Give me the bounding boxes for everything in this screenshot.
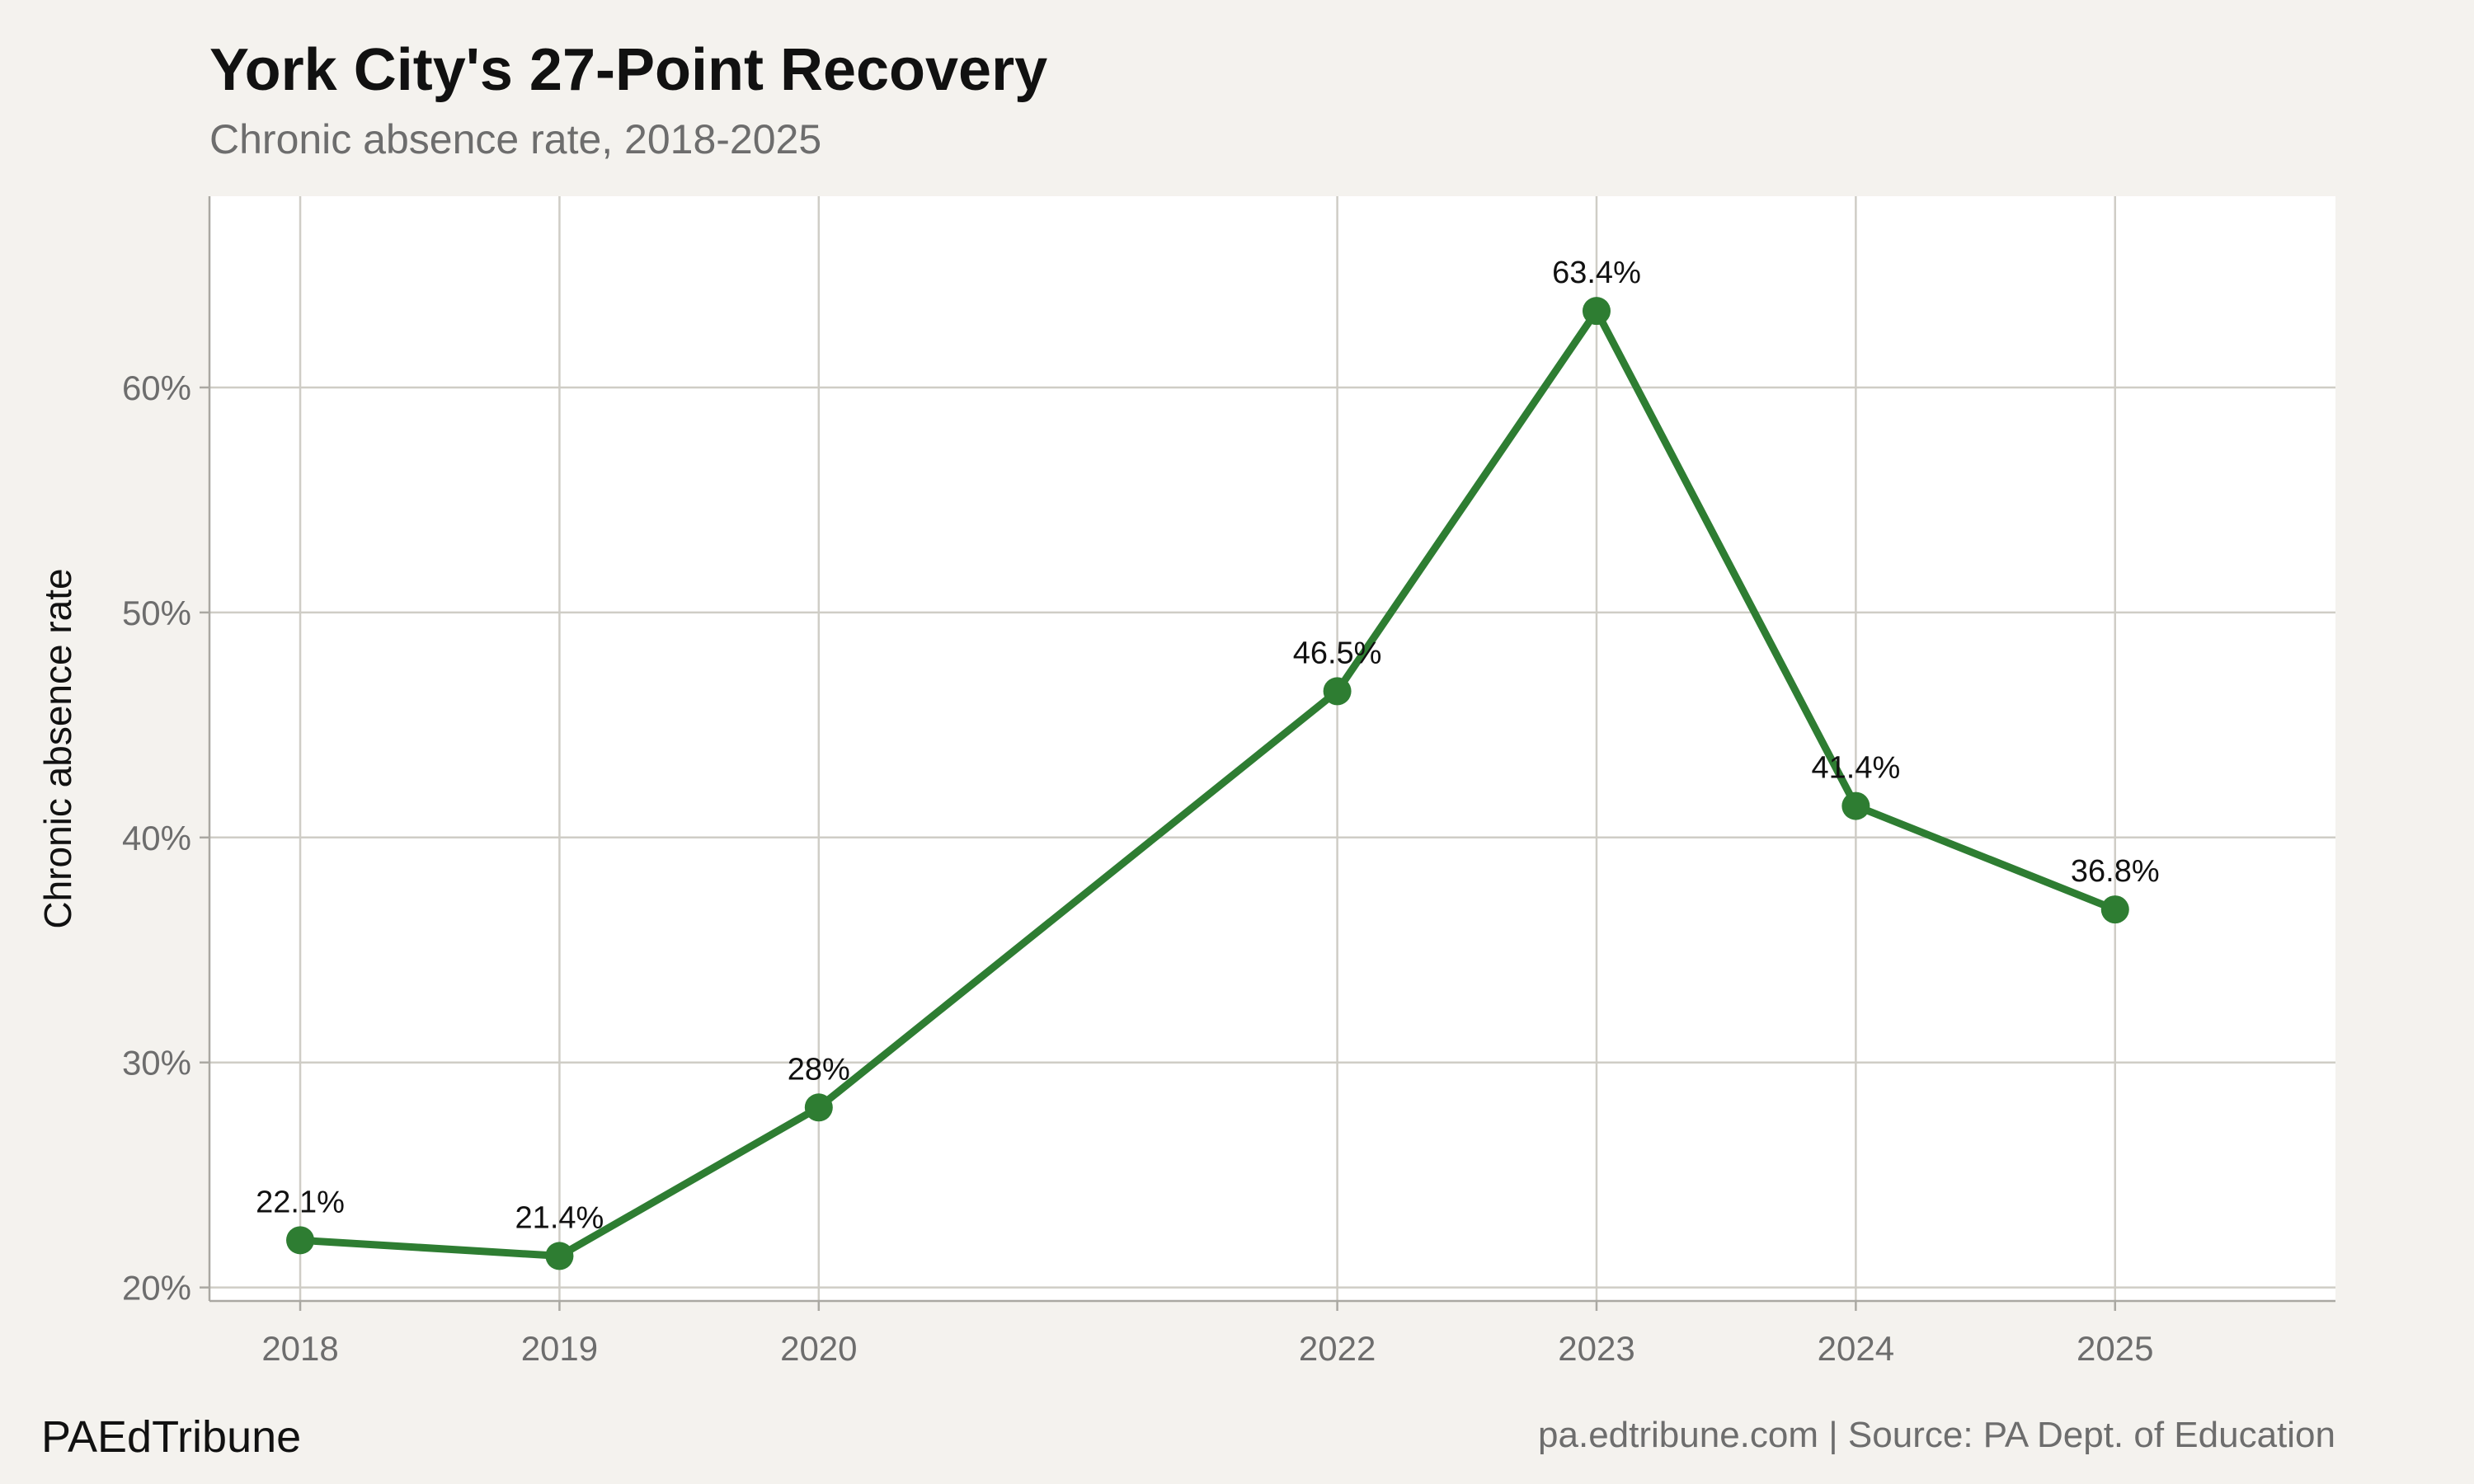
x-tick-label: 2023 bbox=[1558, 1329, 1634, 1368]
y-axis-title: Chronic absence rate bbox=[36, 568, 79, 928]
x-tick-label: 2025 bbox=[2077, 1329, 2153, 1368]
data-point bbox=[2100, 895, 2129, 924]
y-tick-label: 30% bbox=[122, 1044, 191, 1082]
data-point bbox=[1582, 297, 1611, 326]
y-tick-label: 40% bbox=[122, 819, 191, 857]
x-tick-label: 2019 bbox=[521, 1329, 598, 1368]
x-tick-label: 2018 bbox=[261, 1329, 338, 1368]
y-tick-label: 60% bbox=[122, 369, 191, 407]
y-tick-label: 50% bbox=[122, 594, 191, 632]
x-tick-label: 2024 bbox=[1818, 1329, 1894, 1368]
data-point bbox=[804, 1093, 833, 1122]
plot-panel bbox=[209, 196, 2335, 1301]
source-credit: pa.edtribune.com | Source: PA Dept. of E… bbox=[1538, 1415, 2335, 1455]
x-tick-label: 2020 bbox=[780, 1329, 857, 1368]
data-point bbox=[1323, 677, 1352, 706]
chart-title: York City's 27-Point Recovery bbox=[209, 37, 1048, 103]
data-label: 28% bbox=[788, 1052, 850, 1087]
data-label: 21.4% bbox=[515, 1200, 604, 1235]
data-label: 36.8% bbox=[2071, 854, 2160, 889]
data-label: 22.1% bbox=[256, 1185, 345, 1219]
data-point bbox=[286, 1226, 315, 1255]
data-label: 63.4% bbox=[1552, 256, 1641, 290]
y-tick-label: 20% bbox=[122, 1269, 191, 1308]
data-point bbox=[1841, 791, 1870, 820]
data-point bbox=[545, 1242, 574, 1270]
x-tick-label: 2022 bbox=[1299, 1329, 1376, 1368]
brand-logo-text: PAEdTribune bbox=[41, 1412, 302, 1462]
data-label: 41.4% bbox=[1812, 751, 1901, 786]
chart-subtitle: Chronic absence rate, 2018-2025 bbox=[209, 116, 822, 162]
data-label: 46.5% bbox=[1293, 636, 1382, 670]
